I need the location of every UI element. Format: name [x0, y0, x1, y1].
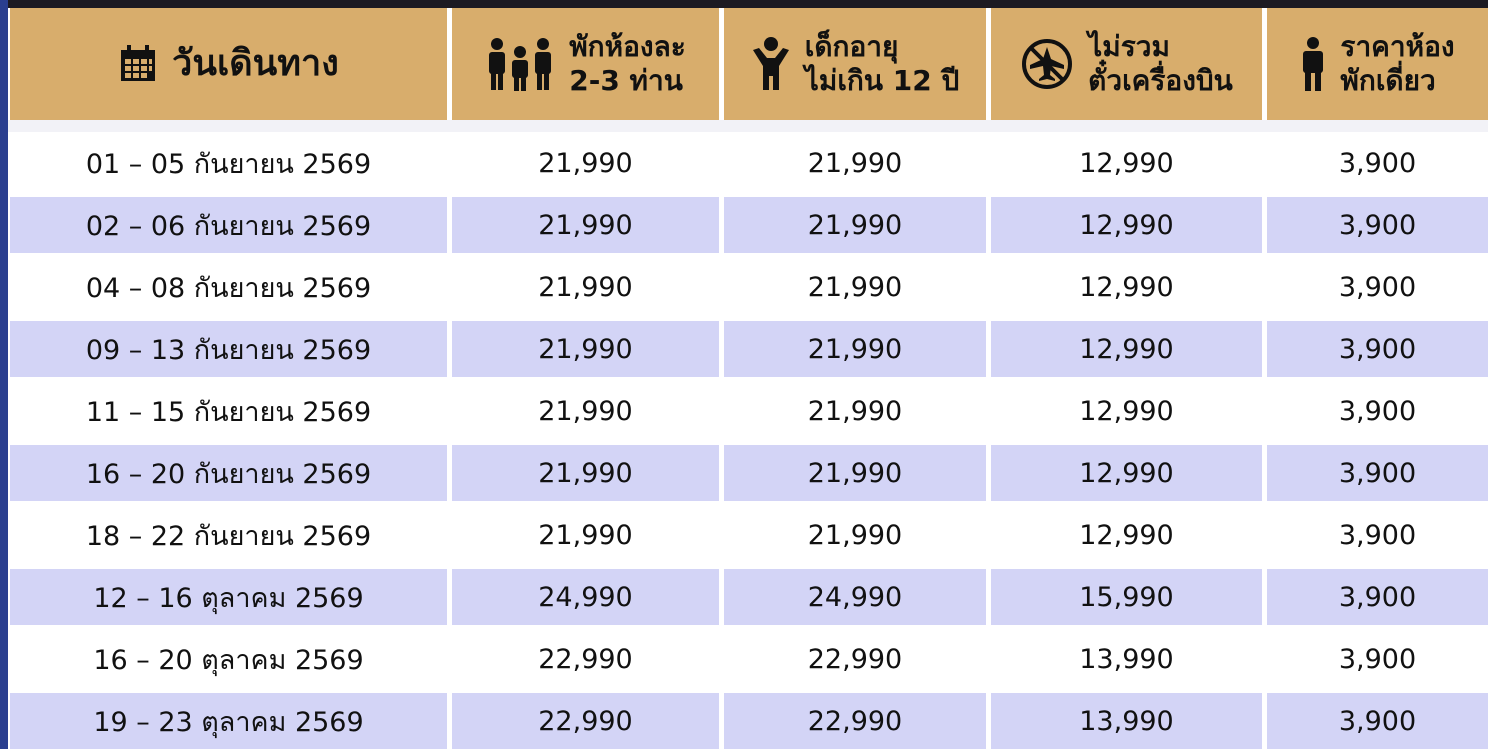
table-cell: 21,990 — [724, 380, 986, 442]
header-text: ราคาห้อง — [1340, 30, 1455, 63]
table-cell: 13,990 — [991, 628, 1262, 690]
header-cell: วันเดินทาง — [10, 8, 447, 120]
no-flight-icon — [1022, 39, 1073, 89]
table-cell: 12,990 — [991, 380, 1262, 442]
child-icon — [752, 37, 789, 90]
table-cell: 21,990 — [452, 132, 719, 194]
header-text: วันเดินทาง — [172, 43, 339, 84]
table-cell: 18 – 22 กันยายน 2569 — [10, 504, 447, 566]
table-cell: 3,900 — [1267, 693, 1488, 749]
table-cell: 21,990 — [724, 445, 986, 501]
table-cell: 3,900 — [1267, 445, 1488, 501]
header-text: พักห้องละ — [569, 30, 686, 63]
table-cell: 12 – 16 ตุลาคม 2569 — [10, 569, 447, 625]
header-text: 2-3 ท่าน — [569, 64, 683, 97]
table-cell: 19 – 23 ตุลาคม 2569 — [10, 693, 447, 749]
table-cell: 21,990 — [724, 132, 986, 194]
header-cell: เด็กอายุ ไม่เกิน 12 ปี — [724, 8, 986, 120]
calendar-icon — [121, 45, 156, 81]
table-cell: 12,990 — [991, 132, 1262, 194]
table-cell: 22,990 — [452, 628, 719, 690]
table-cell: 3,900 — [1267, 321, 1488, 377]
table-cell: 12,990 — [991, 504, 1262, 566]
header-gap — [8, 120, 1488, 132]
header-text: พักเดี่ยว — [1340, 64, 1436, 97]
table-cell: 12,990 — [991, 321, 1262, 377]
table-cell: 21,990 — [724, 504, 986, 566]
group-icon — [489, 38, 552, 91]
table-cell: 16 – 20 กันยายน 2569 — [10, 445, 447, 501]
person-icon — [1303, 37, 1324, 91]
table-cell: 3,900 — [1267, 256, 1488, 318]
header-cell: ราคาห้อง พักเดี่ยว — [1267, 8, 1488, 120]
table-cell: 11 – 15 กันยายน 2569 — [10, 380, 447, 442]
table-cell: 3,900 — [1267, 569, 1488, 625]
table-cell: 3,900 — [1267, 197, 1488, 253]
table-cell: 15,990 — [991, 569, 1262, 625]
table-cell: 09 – 13 กันยายน 2569 — [10, 321, 447, 377]
table-cell: 3,900 — [1267, 628, 1488, 690]
table-cell: 21,990 — [452, 197, 719, 253]
left-border — [0, 0, 8, 749]
header-text: ไม่รวม — [1088, 30, 1170, 63]
header-cell: ไม่รวม ตั๋วเครื่องบิน — [991, 8, 1262, 120]
table-cell: 21,990 — [724, 256, 986, 318]
table-cell: 21,990 — [452, 321, 719, 377]
table-cell: 24,990 — [452, 569, 719, 625]
table-cell: 22,990 — [724, 628, 986, 690]
table-cell: 21,990 — [724, 321, 986, 377]
table-cell: 21,990 — [452, 504, 719, 566]
table-cell: 24,990 — [724, 569, 986, 625]
table-cell: 21,990 — [452, 380, 719, 442]
table-cell: 02 – 06 กันยายน 2569 — [10, 197, 447, 253]
table-cell: 13,990 — [991, 693, 1262, 749]
table-cell: 22,990 — [452, 693, 719, 749]
table-cell: 16 – 20 ตุลาคม 2569 — [10, 628, 447, 690]
header-text: ไม่เกิน 12 ปี — [804, 64, 960, 97]
table-cell: 04 – 08 กันยายน 2569 — [10, 256, 447, 318]
top-border — [0, 0, 1488, 8]
table-cell: 22,990 — [724, 693, 986, 749]
table-cell: 21,990 — [452, 445, 719, 501]
table-cell: 21,990 — [452, 256, 719, 318]
table-cell: 12,990 — [991, 445, 1262, 501]
table-cell: 3,900 — [1267, 132, 1488, 194]
table-cell: 3,900 — [1267, 504, 1488, 566]
table-cell: 21,990 — [724, 197, 986, 253]
table-cell: 12,990 — [991, 256, 1262, 318]
header-cell: พักห้องละ 2-3 ท่าน — [452, 8, 719, 120]
header-text: ตั๋วเครื่องบิน — [1088, 64, 1233, 97]
header-text: เด็กอายุ — [804, 30, 899, 63]
table-cell: 3,900 — [1267, 380, 1488, 442]
table-cell: 12,990 — [991, 197, 1262, 253]
table-cell: 01 – 05 กันยายน 2569 — [10, 132, 447, 194]
